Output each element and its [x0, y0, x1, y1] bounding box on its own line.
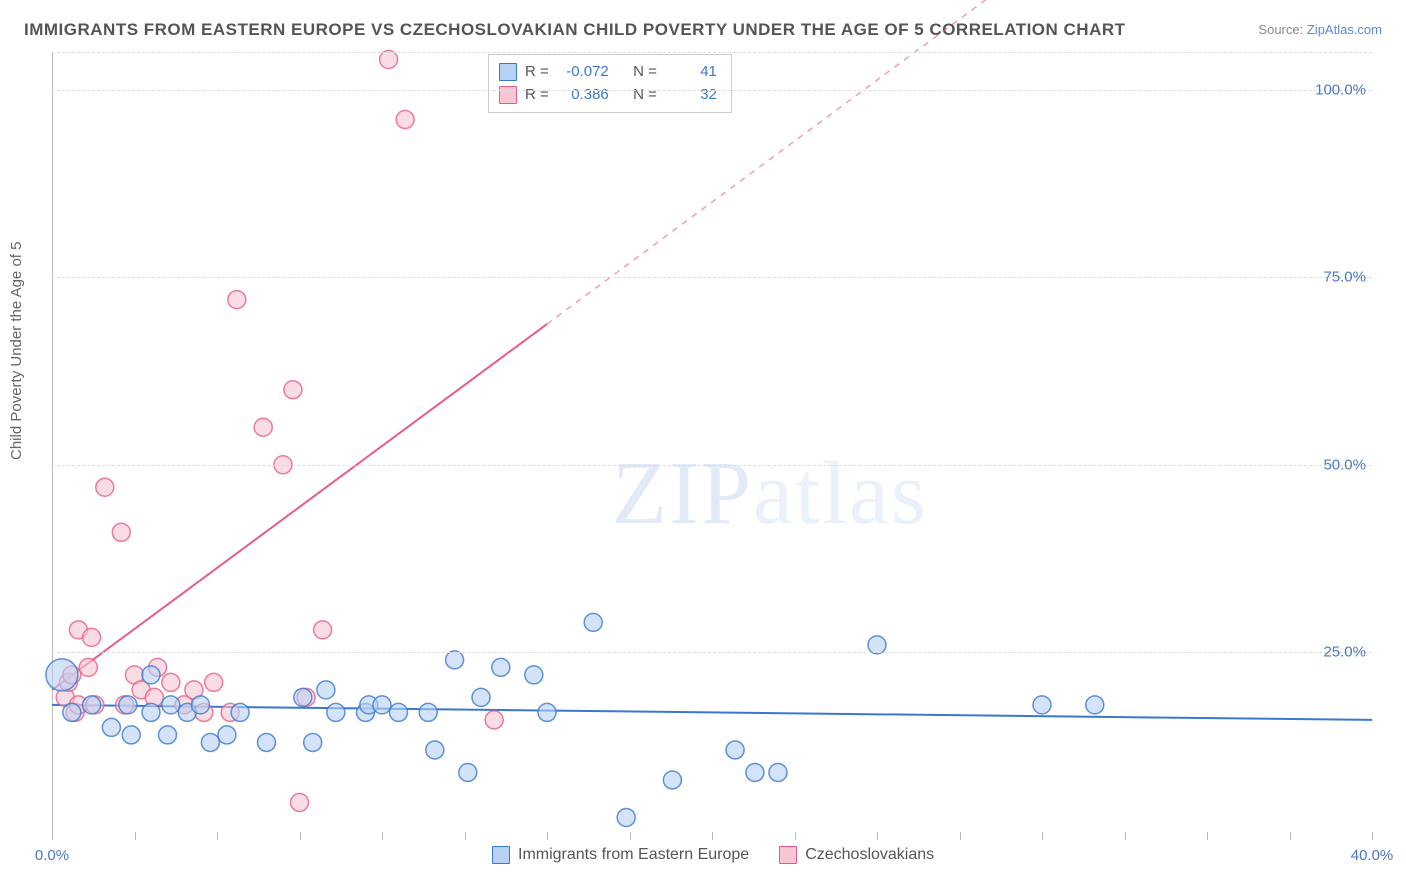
- x-tick-mark: [795, 832, 796, 840]
- source-label: Source:: [1258, 22, 1303, 37]
- bottom-legend: Immigrants from Eastern Europe Czechoslo…: [492, 846, 934, 864]
- chart-title: IMMIGRANTS FROM EASTERN EUROPE VS CZECHO…: [24, 20, 1126, 40]
- stats-box: R = -0.072 N = 41 R = 0.386 N = 32: [488, 54, 732, 113]
- legend-item-blue: Immigrants from Eastern Europe: [492, 846, 749, 864]
- n-label: N =: [633, 61, 657, 84]
- x-tick-mark: [547, 832, 548, 840]
- r-label: R =: [525, 84, 549, 107]
- y-tick-label: 25.0%: [1323, 644, 1366, 661]
- x-tick-mark: [877, 832, 878, 840]
- r-value-blue: -0.072: [557, 61, 609, 84]
- swatch-blue: [499, 63, 517, 81]
- x-tick-mark: [52, 832, 53, 840]
- y-tick-label: 75.0%: [1323, 269, 1366, 286]
- legend-label-pink: Czechoslovakians: [805, 846, 934, 864]
- source-value: ZipAtlas.com: [1307, 22, 1382, 37]
- stats-row-blue: R = -0.072 N = 41: [499, 61, 717, 84]
- stats-row-pink: R = 0.386 N = 32: [499, 84, 717, 107]
- y-axis-label: Child Poverty Under the Age of 5: [8, 242, 25, 460]
- x-tick-mark: [135, 832, 136, 840]
- source-attribution: Source: ZipAtlas.com: [1258, 22, 1382, 37]
- plot-area: ZIPatlas R = -0.072 N = 41 R = 0.386 N =…: [52, 52, 1372, 840]
- swatch-blue: [492, 846, 510, 864]
- legend-item-pink: Czechoslovakians: [779, 846, 934, 864]
- legend-label-blue: Immigrants from Eastern Europe: [518, 846, 749, 864]
- x-tick-label: 40.0%: [1351, 847, 1394, 864]
- x-tick-mark: [1042, 832, 1043, 840]
- x-tick-mark: [1125, 832, 1126, 840]
- n-value-pink: 32: [665, 84, 717, 107]
- n-value-blue: 41: [665, 61, 717, 84]
- y-tick-label: 100.0%: [1315, 81, 1366, 98]
- x-tick-mark: [1290, 832, 1291, 840]
- x-tick-mark: [217, 832, 218, 840]
- swatch-pink: [499, 86, 517, 104]
- x-tick-mark: [1207, 832, 1208, 840]
- x-tick-label: 0.0%: [35, 847, 69, 864]
- r-label: R =: [525, 61, 549, 84]
- r-value-pink: 0.386: [557, 84, 609, 107]
- x-tick-mark: [382, 832, 383, 840]
- n-label: N =: [633, 84, 657, 107]
- chart-svg: [52, 52, 1372, 840]
- x-tick-mark: [630, 832, 631, 840]
- x-tick-mark: [960, 832, 961, 840]
- gridline-h: [52, 90, 1372, 91]
- x-tick-mark: [712, 832, 713, 840]
- gridline-h: [52, 52, 1372, 53]
- swatch-pink: [779, 846, 797, 864]
- gridline-h: [52, 465, 1372, 466]
- gridline-h: [52, 652, 1372, 653]
- x-tick-mark: [300, 832, 301, 840]
- x-tick-mark: [1372, 832, 1373, 840]
- gridline-h: [52, 277, 1372, 278]
- x-tick-mark: [465, 832, 466, 840]
- y-tick-label: 50.0%: [1323, 456, 1366, 473]
